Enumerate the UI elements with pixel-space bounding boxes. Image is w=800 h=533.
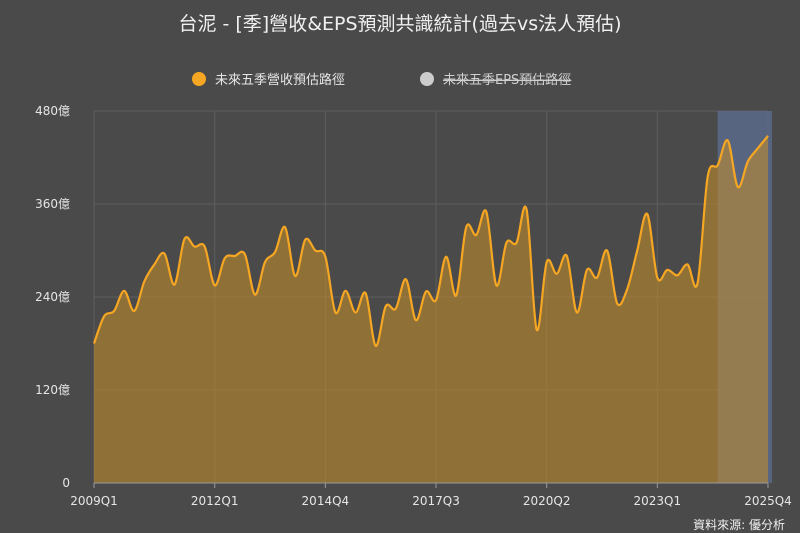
data-point[interactable] xyxy=(292,273,298,279)
data-point[interactable] xyxy=(634,248,640,254)
data-point[interactable] xyxy=(232,253,238,259)
chart-title: 台泥 - [季]營收&EPS預測共識統計(過去vs法人預估) xyxy=(178,13,621,35)
data-point[interactable] xyxy=(453,292,459,298)
data-point[interactable] xyxy=(212,282,218,288)
data-point[interactable] xyxy=(765,133,771,139)
data-point[interactable] xyxy=(745,158,751,164)
data-point[interactable] xyxy=(534,327,540,333)
data-point[interactable] xyxy=(342,288,348,294)
data-point[interactable] xyxy=(222,255,228,261)
data-point[interactable] xyxy=(644,211,650,217)
y-tick-label: 480億 xyxy=(35,104,70,118)
data-point[interactable] xyxy=(674,272,680,278)
data-point[interactable] xyxy=(473,232,479,238)
data-point[interactable] xyxy=(755,145,761,151)
data-point[interactable] xyxy=(171,282,177,288)
revenue-area xyxy=(94,135,768,484)
plot-area xyxy=(91,133,771,484)
data-point[interactable] xyxy=(252,292,258,298)
legend-label-revenue: 未來五季營收預估路徑 xyxy=(215,72,345,88)
data-point[interactable] xyxy=(594,275,600,281)
data-point[interactable] xyxy=(272,249,278,255)
data-point[interactable] xyxy=(141,279,147,285)
data-point[interactable] xyxy=(202,244,208,250)
x-tick-label: 2009Q1 xyxy=(70,494,118,508)
data-point[interactable] xyxy=(554,271,560,277)
data-point[interactable] xyxy=(403,276,409,282)
data-point[interactable] xyxy=(564,253,570,259)
x-tick-label: 2014Q4 xyxy=(302,494,350,508)
data-point[interactable] xyxy=(373,343,379,349)
data-point[interactable] xyxy=(433,297,439,303)
legend-marker-revenue xyxy=(192,72,206,86)
data-point[interactable] xyxy=(192,244,198,250)
x-tick-label: 2012Q1 xyxy=(191,494,239,508)
data-point[interactable] xyxy=(161,251,167,257)
revenue-line xyxy=(92,135,769,347)
data-point[interactable] xyxy=(383,303,389,309)
legend-marker-eps xyxy=(420,72,434,86)
data-point[interactable] xyxy=(151,261,157,267)
x-tick-label: 2017Q3 xyxy=(412,494,460,508)
data-point[interactable] xyxy=(111,308,117,314)
data-point[interactable] xyxy=(483,209,489,215)
y-tick-label: 120億 xyxy=(35,383,70,397)
data-point[interactable] xyxy=(705,174,711,180)
data-point[interactable] xyxy=(182,236,188,242)
data-point[interactable] xyxy=(685,261,691,267)
data-point[interactable] xyxy=(544,259,550,265)
x-tick-label: 2020Q2 xyxy=(523,494,571,508)
data-point[interactable] xyxy=(262,259,268,265)
data-point[interactable] xyxy=(624,286,630,292)
legend-item-revenue[interactable]: 未來五季營收預估路徑 xyxy=(192,72,345,88)
data-point[interactable] xyxy=(503,240,509,246)
data-point[interactable] xyxy=(463,224,469,230)
data-point[interactable] xyxy=(654,275,660,281)
x-tick-label: 2025Q4 xyxy=(744,494,792,508)
x-axis: 2009Q1 2012Q1 2014Q4 2017Q3 2020Q2 2023Q1 2025… xyxy=(70,482,792,508)
data-point[interactable] xyxy=(101,313,107,319)
data-point[interactable] xyxy=(735,184,741,190)
data-point[interactable] xyxy=(413,317,419,323)
data-point[interactable] xyxy=(131,308,137,314)
y-tick-label: 360億 xyxy=(35,197,70,211)
data-point[interactable] xyxy=(353,310,359,316)
data-point[interactable] xyxy=(393,306,399,312)
data-point[interactable] xyxy=(312,248,318,254)
data-point[interactable] xyxy=(91,341,97,347)
data-point[interactable] xyxy=(604,248,610,254)
data-point[interactable] xyxy=(493,282,499,288)
data-point[interactable] xyxy=(363,290,369,296)
y-tick-label: 0 xyxy=(62,476,70,490)
data-point[interactable] xyxy=(584,267,590,273)
data-point[interactable] xyxy=(664,267,670,273)
legend-label-eps: 未來五季EPS預估路徑 xyxy=(443,72,571,88)
data-point[interactable] xyxy=(614,300,620,306)
data-point[interactable] xyxy=(574,310,580,316)
data-point[interactable] xyxy=(121,288,127,294)
source-note: 資料來源: 優分析 xyxy=(693,518,785,532)
y-tick-label: 240億 xyxy=(35,290,70,304)
data-point[interactable] xyxy=(524,206,530,212)
data-point[interactable] xyxy=(322,254,328,260)
data-point[interactable] xyxy=(715,162,721,168)
y-axis: 0 120億 240億 360億 480億 xyxy=(35,104,70,490)
data-point[interactable] xyxy=(695,280,701,286)
data-point[interactable] xyxy=(242,251,248,257)
legend: 未來五季營收預估路徑 未來五季EPS預估路徑 xyxy=(192,72,571,88)
data-point[interactable] xyxy=(282,224,288,230)
x-tick-label: 2023Q1 xyxy=(634,494,682,508)
legend-item-eps[interactable]: 未來五季EPS預估路徑 xyxy=(420,72,571,88)
data-point[interactable] xyxy=(514,240,520,246)
data-point[interactable] xyxy=(725,137,731,143)
data-point[interactable] xyxy=(332,310,338,316)
data-point[interactable] xyxy=(423,289,429,295)
data-point[interactable] xyxy=(443,254,449,260)
data-point[interactable] xyxy=(302,237,308,243)
